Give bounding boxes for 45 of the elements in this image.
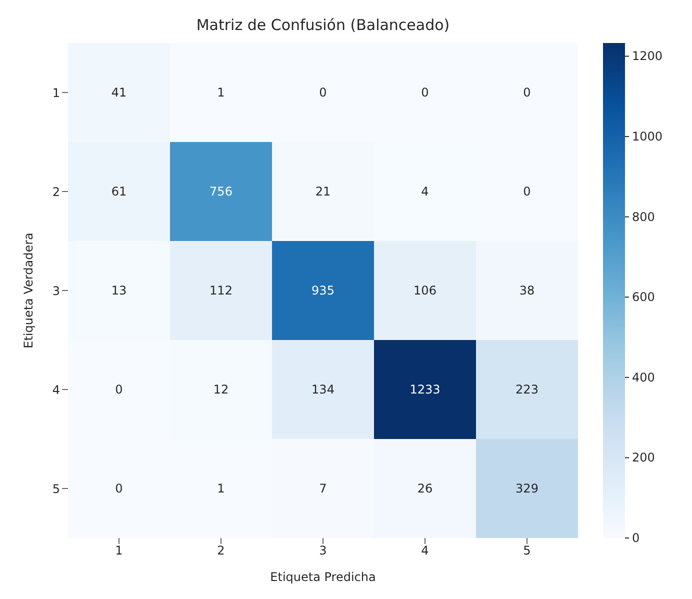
data-label: 756	[210, 184, 232, 198]
x-tick-label: 1	[115, 544, 123, 558]
color-bar-label: 1200	[632, 49, 663, 64]
x-tick-label: 4	[421, 544, 429, 558]
x-tick-label: 2	[217, 544, 225, 558]
data-label: 0	[523, 86, 531, 100]
data-label: 12	[213, 382, 229, 396]
data-label: 0	[115, 482, 123, 496]
data-label: 4	[421, 184, 429, 198]
data-label: 223	[516, 382, 538, 396]
color-bar-label: 400	[632, 370, 655, 384]
data-label: 1	[217, 86, 225, 100]
y-tick-label: 1	[52, 86, 60, 100]
data-label: 1233	[410, 382, 440, 396]
y-tick-label: 4	[52, 382, 60, 397]
data-label: 329	[516, 482, 538, 496]
data-label: 41	[111, 86, 127, 100]
data-label: 38	[519, 284, 535, 298]
color-bar-label: 0	[632, 531, 640, 545]
data-label: 0	[523, 184, 531, 198]
color-bar-label: 200	[632, 450, 655, 465]
y-tick-label: 2	[52, 184, 60, 199]
data-label: 0	[421, 86, 429, 100]
data-label: 21	[315, 184, 331, 198]
data-label: 1	[217, 482, 225, 496]
color-bar-label: 800	[632, 210, 655, 224]
y-tick-label: 5	[52, 482, 60, 496]
data-label: 26	[417, 482, 433, 496]
data-label: 13	[111, 284, 127, 298]
data-label: 0	[319, 86, 327, 100]
x-tick-label: 5	[523, 544, 531, 558]
data-label: 935	[312, 284, 334, 298]
data-label: 112	[210, 284, 232, 298]
data-label: 0	[115, 382, 123, 396]
y-axis-title: Etiqueta Verdadera	[21, 232, 36, 348]
data-label: 61	[111, 184, 127, 198]
data-label: 7	[319, 482, 327, 496]
chart-title: Matriz de Confusión (Balanceado)	[195, 16, 451, 34]
x-axis-title: Etiqueta Predicha	[270, 570, 376, 584]
y-tick-label: 3	[52, 284, 60, 298]
color-bar-label: 600	[632, 290, 655, 304]
color-bar-label: 1000	[632, 130, 663, 144]
x-tick-label: 3	[319, 544, 327, 558]
data-label: 134	[312, 382, 334, 396]
data-label: 106	[414, 284, 436, 298]
